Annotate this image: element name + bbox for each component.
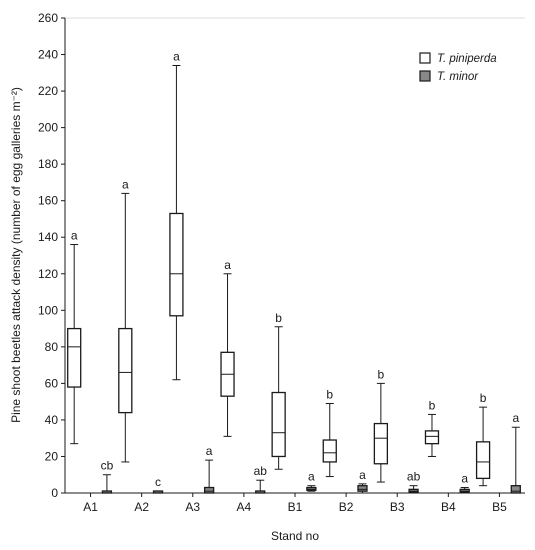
legend-swatch-series-1: [419, 52, 431, 64]
y-tick-label: 220: [38, 84, 58, 98]
y-tick-label: 0: [51, 486, 58, 500]
y-tick-label: 100: [38, 303, 58, 317]
y-tick-label: 260: [38, 11, 58, 25]
y-tick-label: 160: [38, 194, 58, 208]
significance-label: c: [155, 475, 161, 489]
significance-label: a: [173, 50, 180, 64]
significance-label: a: [512, 411, 519, 425]
x-ticks: A1 A2 A3 A4 B1 B2 B3 B4 B5: [83, 493, 507, 514]
significance-label: a: [224, 258, 231, 272]
y-axis-title: Pine shoot beetles attack density (numbe…: [9, 87, 23, 423]
y-tick-label: 140: [38, 230, 58, 244]
significance-label: cb: [101, 459, 114, 473]
significance-label: b: [326, 387, 333, 401]
box: [510, 485, 521, 494]
box: [67, 327, 82, 388]
legend-label-series-2: T. minor: [437, 71, 479, 83]
significance-label: b: [429, 398, 436, 412]
legend-swatch-series-2: [419, 70, 431, 82]
significance-label: ab: [254, 464, 268, 478]
y-tick-label: 200: [38, 121, 58, 135]
y-tick-label: 120: [38, 267, 58, 281]
x-tick-label: B3: [390, 500, 405, 514]
box: [203, 486, 215, 494]
x-tick-label: B5: [492, 500, 507, 514]
box-plots: [67, 65, 521, 494]
legend-label-series-1: T. piniperda: [437, 53, 497, 65]
significance-label: b: [480, 391, 487, 405]
y-ticks: 0 20 40 60 80 100 120 140 160 180 200 220 240 260: [38, 11, 65, 500]
y-tick-label: 20: [45, 449, 59, 463]
y-tick-label: 180: [38, 157, 58, 171]
axes: [64, 17, 525, 494]
x-tick-label: A4: [237, 500, 252, 514]
significance-label: a: [71, 229, 78, 243]
significance-label: b: [275, 311, 282, 325]
significance-label: a: [206, 444, 213, 458]
box: [322, 439, 337, 463]
significance-label: b: [378, 367, 385, 381]
legend: T. piniperda T. minor: [419, 52, 497, 83]
y-tick-label: 240: [38, 48, 58, 62]
x-tick-label: A3: [185, 500, 200, 514]
box: [169, 212, 184, 317]
significance-label: a: [461, 472, 468, 486]
y-tick-label: 60: [45, 376, 59, 390]
significance-label: a: [122, 177, 129, 191]
box: [475, 441, 491, 480]
box: [357, 485, 368, 492]
x-tick-label: B2: [339, 500, 354, 514]
box: [373, 422, 389, 465]
significance-label: ab: [407, 470, 421, 484]
x-axis-title: Stand no: [271, 529, 319, 543]
y-tick-label: 40: [45, 413, 59, 427]
box: [271, 391, 286, 458]
x-tick-label: A2: [134, 500, 149, 514]
significance-label: a: [359, 468, 366, 482]
y-tick-label: 80: [45, 340, 59, 354]
box: [118, 327, 133, 414]
x-tick-label: A1: [83, 500, 98, 514]
x-tick-label: B1: [288, 500, 303, 514]
box: [424, 430, 440, 445]
x-tick-label: B4: [441, 500, 456, 514]
significance-label: a: [308, 470, 315, 484]
